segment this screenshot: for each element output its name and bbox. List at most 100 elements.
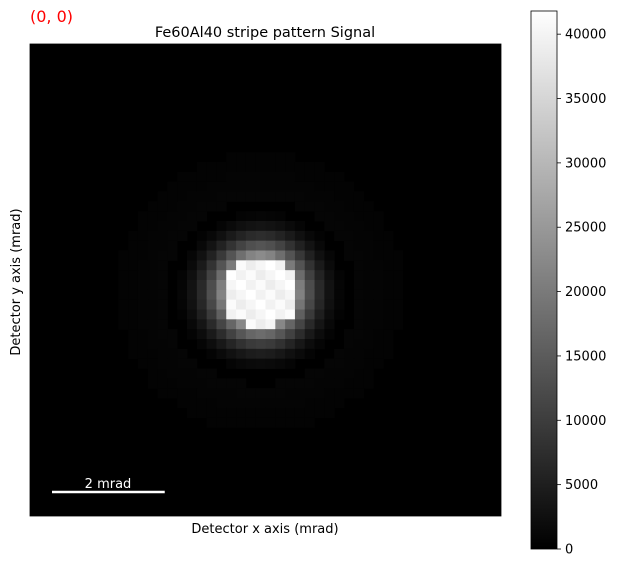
image-pixel [226, 329, 237, 340]
image-pixel [314, 309, 325, 320]
image-pixel [383, 348, 394, 360]
image-pixel [206, 368, 217, 379]
image-pixel [216, 191, 227, 202]
image-pixel [236, 211, 247, 222]
image-pixel [236, 319, 247, 330]
image-pixel [285, 152, 296, 163]
image-pixel [226, 417, 237, 428]
image-pixel [226, 309, 237, 320]
image-pixel [255, 388, 266, 399]
image-pixel [383, 280, 394, 291]
image-pixel [353, 230, 365, 242]
image-pixel [304, 417, 315, 428]
image-pixel [304, 201, 315, 212]
image-pixel [285, 171, 296, 183]
image-pixel [294, 280, 306, 291]
image-pixel [285, 329, 296, 340]
image-pixel [304, 319, 315, 330]
image-pixel [304, 289, 315, 301]
image-pixel [167, 378, 178, 389]
image-pixel [324, 280, 335, 291]
image-pixel [373, 230, 384, 242]
image-pixel [196, 181, 208, 192]
image-pixel [245, 221, 257, 232]
image-pixel [118, 309, 129, 320]
image-pixel [285, 289, 296, 301]
image-pixel [383, 309, 394, 320]
image-pixel [137, 221, 149, 232]
image-pixel [177, 388, 188, 399]
image-pixel [255, 348, 266, 360]
image-pixel [353, 299, 365, 310]
image-pixel [216, 407, 227, 419]
image-pixel [334, 398, 345, 409]
image-pixel [128, 240, 139, 251]
image-pixel [157, 280, 168, 291]
image-pixel [353, 270, 365, 281]
image-pixel [314, 388, 325, 399]
image-pixel [216, 378, 227, 389]
image-pixel [314, 280, 325, 291]
image-pixel [236, 299, 247, 310]
image-pixel [285, 299, 296, 310]
image-pixel [304, 181, 315, 192]
image-pixel [255, 339, 266, 350]
image-pixel [157, 230, 168, 242]
image-pixel [216, 260, 227, 271]
image-pixel [275, 171, 286, 183]
image-pixel [177, 299, 188, 310]
image-pixel [206, 417, 217, 428]
image-pixel [304, 191, 315, 202]
image-pixel [226, 181, 237, 192]
image-pixel [167, 201, 178, 212]
image-pixel [373, 339, 384, 350]
image-pixel [314, 181, 325, 192]
image-pixel [236, 181, 247, 192]
image-pixel [265, 358, 276, 369]
image-pixel [137, 211, 149, 222]
image-pixel [265, 329, 276, 340]
image-pixel [373, 319, 384, 330]
image-pixel [236, 250, 247, 261]
colorbar-tick-label: 10000 [565, 414, 606, 429]
image-pixel [324, 299, 335, 310]
image-pixel [187, 368, 198, 379]
image-pixel [285, 348, 296, 360]
image-pixel [206, 181, 217, 192]
image-pixel [245, 270, 257, 281]
image-pixel [226, 191, 237, 202]
image-pixel [255, 417, 266, 428]
image-pixel [226, 398, 237, 409]
image-pixel [236, 388, 247, 399]
image-pixel [226, 378, 237, 389]
image-pixel [187, 181, 198, 192]
image-pixel [353, 240, 365, 251]
image-pixel [344, 181, 355, 192]
image-pixel [226, 319, 237, 330]
image-pixel [353, 289, 365, 301]
image-pixel [216, 417, 227, 428]
image-pixel [196, 299, 208, 310]
image-pixel [294, 191, 306, 202]
image-pixel [334, 299, 345, 310]
image-pixel [255, 329, 266, 340]
image-pixel [226, 171, 237, 183]
image-pixel [275, 348, 286, 360]
y-axis-label: Detector y axis (mrad) [9, 208, 24, 355]
image-pixel [196, 319, 208, 330]
image-pixel [275, 417, 286, 428]
image-pixel [206, 388, 217, 399]
image-pixel [275, 407, 286, 419]
image-pixel [118, 289, 129, 301]
image-pixel [304, 407, 315, 419]
image-pixel [216, 319, 227, 330]
image-pixel [157, 299, 168, 310]
image-pixel [196, 270, 208, 281]
image-pixel [137, 250, 149, 261]
image-pixel [304, 368, 315, 379]
image-pixel [324, 378, 335, 389]
scalebar-label: 2 mrad [85, 477, 132, 492]
image-pixel [265, 270, 276, 281]
image-pixel [128, 309, 139, 320]
image-pixel [383, 289, 394, 301]
